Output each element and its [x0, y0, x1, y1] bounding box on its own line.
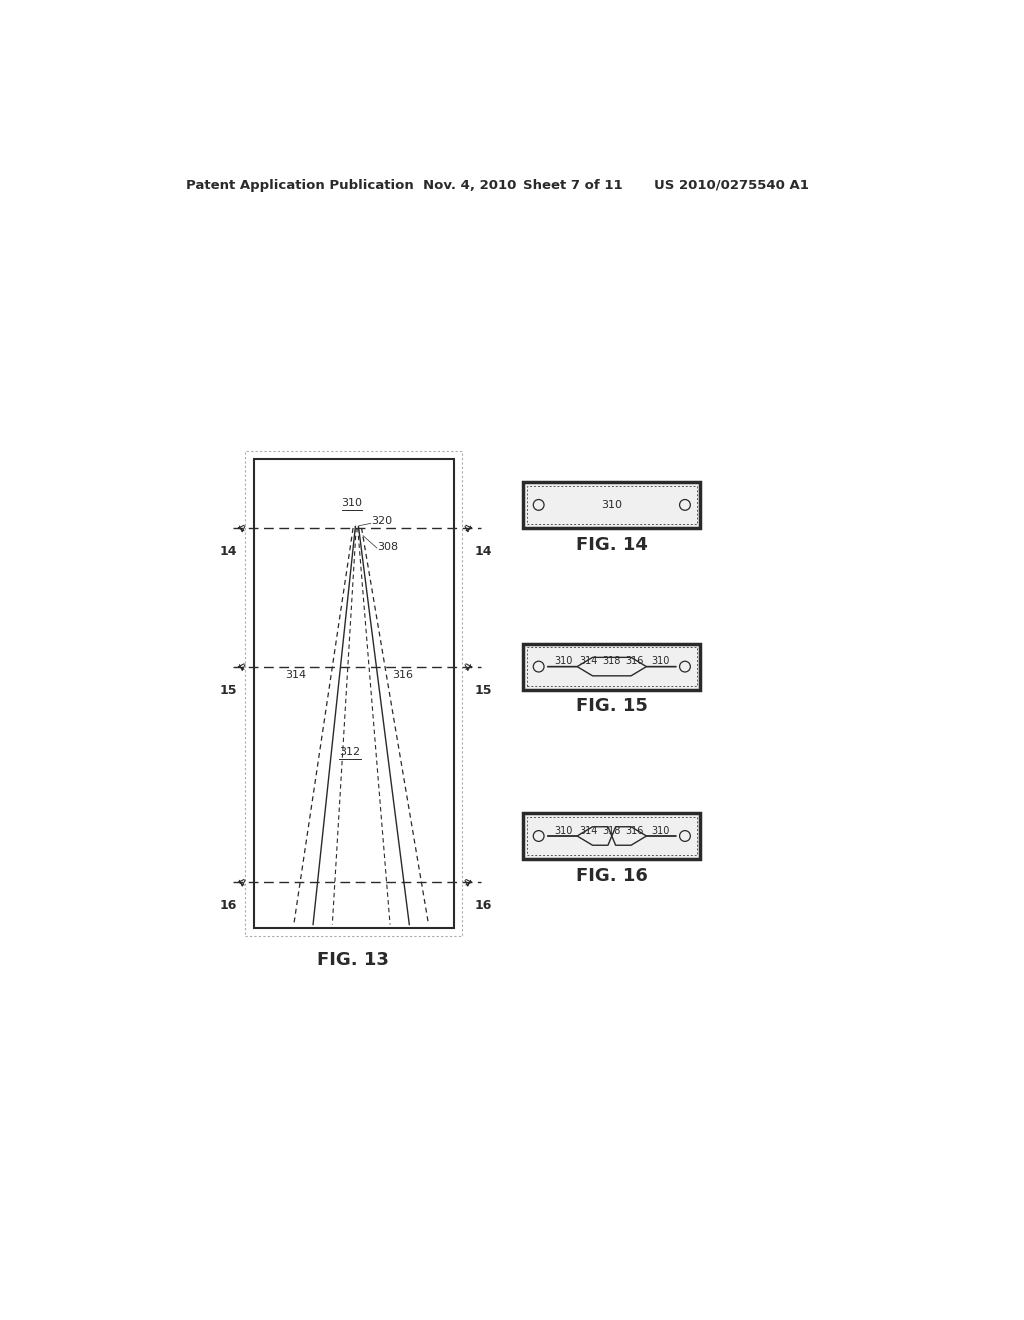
Text: 310: 310: [651, 656, 670, 667]
Text: Patent Application Publication: Patent Application Publication: [186, 178, 414, 191]
Text: FIG. 14: FIG. 14: [575, 536, 648, 553]
Text: 318: 318: [602, 656, 621, 667]
Text: 312: 312: [339, 747, 360, 758]
Text: 15: 15: [219, 684, 238, 697]
Text: 310: 310: [341, 499, 362, 508]
Text: 316: 316: [626, 826, 644, 836]
Bar: [527, 486, 696, 524]
Text: 316: 316: [626, 656, 644, 667]
Text: 14: 14: [219, 545, 238, 558]
Text: FIG. 16: FIG. 16: [575, 867, 648, 884]
Text: 14: 14: [474, 545, 492, 558]
Text: 308: 308: [377, 541, 398, 552]
Text: 316: 316: [392, 671, 414, 680]
Bar: [254, 459, 454, 928]
Text: 15: 15: [474, 684, 492, 697]
Text: 310: 310: [651, 826, 670, 836]
Text: 320: 320: [371, 516, 392, 527]
Text: 314: 314: [580, 656, 598, 667]
Text: FIG. 15: FIG. 15: [575, 697, 648, 715]
Text: 16: 16: [220, 899, 237, 912]
Text: Sheet 7 of 11: Sheet 7 of 11: [523, 178, 623, 191]
Text: 318: 318: [602, 826, 621, 836]
Text: 310: 310: [554, 826, 572, 836]
Bar: [523, 482, 700, 528]
Text: 310: 310: [601, 500, 623, 510]
Text: FIG. 13: FIG. 13: [317, 952, 389, 969]
Text: 314: 314: [285, 671, 306, 680]
Text: 314: 314: [580, 826, 598, 836]
Text: Nov. 4, 2010: Nov. 4, 2010: [423, 178, 516, 191]
Bar: [527, 817, 696, 855]
Text: 310: 310: [554, 656, 572, 667]
Text: US 2010/0275540 A1: US 2010/0275540 A1: [654, 178, 809, 191]
Bar: [527, 647, 696, 686]
Bar: [523, 813, 700, 859]
Bar: [523, 644, 700, 689]
Text: 16: 16: [474, 899, 492, 912]
